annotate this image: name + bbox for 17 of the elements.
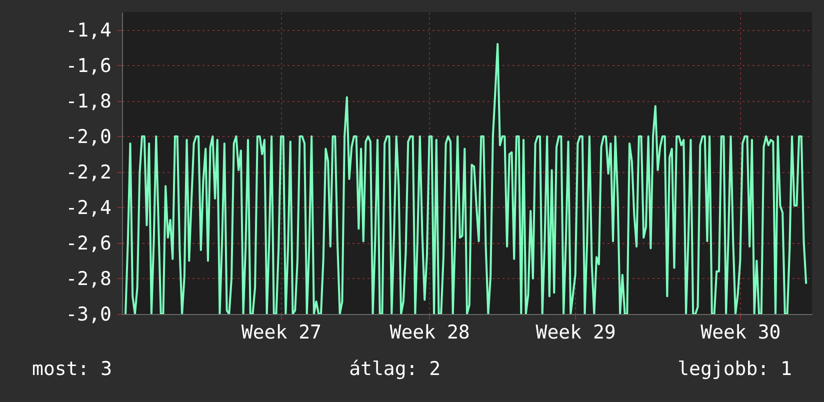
- y-tick-label: -2,0: [66, 126, 112, 148]
- y-tick-label: -1,4: [66, 19, 112, 42]
- x-tick-label: Week 27: [241, 322, 322, 344]
- y-tick-label: -3,0: [66, 304, 112, 326]
- x-tick-label: Week 30: [700, 322, 781, 344]
- text: átlag: 2: [349, 358, 441, 380]
- text: most: 3: [32, 358, 112, 380]
- line-series: [124, 42, 808, 314]
- y-tick-label: -2,2: [66, 161, 112, 184]
- y-tick-label: -2,4: [66, 196, 112, 219]
- x-tick-label: Week 29: [536, 322, 616, 344]
- y-tick-label: -2,6: [66, 232, 112, 254]
- y-tick-label: -1,8: [66, 90, 112, 112]
- y-tick-label: -2,8: [66, 268, 112, 290]
- text: legjobb: 1: [678, 358, 792, 380]
- x-tick-label: Week 28: [390, 322, 470, 344]
- y-tick-label: -1,6: [66, 54, 112, 77]
